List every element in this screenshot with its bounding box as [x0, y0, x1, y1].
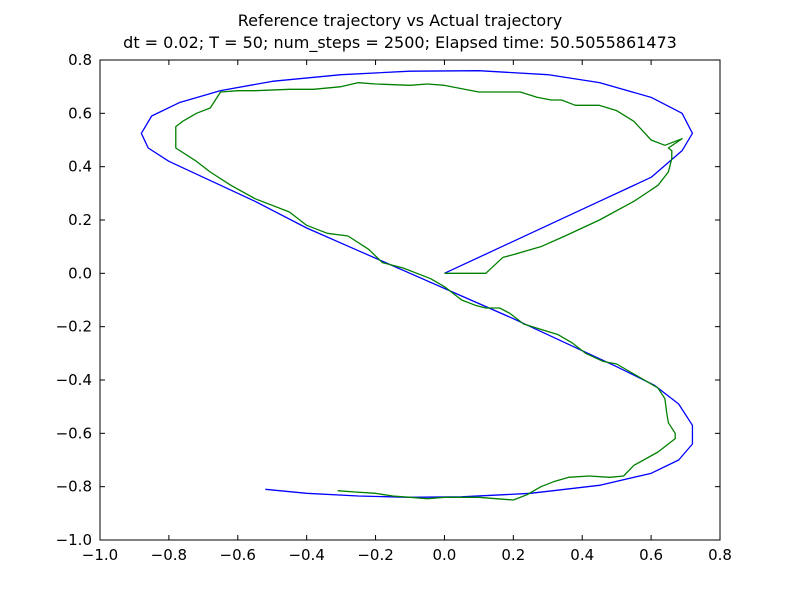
tick-layer: −1.0 −0.8 −0.6 −0.4 −0.2 0.0 0.2 0.4 0.6 0.8 −1.0 −…: [56, 51, 732, 564]
y-tick-label: −0.2: [56, 318, 92, 336]
x-tick-label: 0.8: [708, 546, 732, 564]
series-layer: [140, 70, 694, 501]
series-0-line: [140, 70, 694, 498]
chart-subtitle: dt = 0.02; T = 50; num_steps = 2500; Ela…: [123, 33, 677, 53]
y-tick-label: −0.4: [56, 371, 92, 389]
x-tick-label: −0.6: [220, 546, 256, 564]
plot-area: −1.0 −0.8 −0.6 −0.4 −0.2 0.0 0.2 0.4 0.6 0.8 −1.0 −…: [56, 51, 732, 564]
x-tick-label: 0.6: [639, 546, 663, 564]
y-tick-label: −0.6: [56, 424, 92, 442]
y-tick-label: 0.8: [68, 51, 92, 69]
y-tick-label: −1.0: [56, 531, 92, 549]
x-tick-label: −0.8: [151, 546, 187, 564]
x-tick-label: 0.0: [433, 546, 457, 564]
x-tick-label: 0.2: [501, 546, 525, 564]
x-tick-label: −0.2: [357, 546, 393, 564]
x-tick-label: −1.0: [82, 546, 118, 564]
plot-frame: [99, 59, 721, 541]
y-tick-label: 0.2: [68, 211, 92, 229]
y-tick-label: −0.8: [56, 478, 92, 496]
y-tick-label: 0.0: [68, 264, 92, 282]
chart-title: Reference trajectory vs Actual trajector…: [238, 11, 563, 30]
y-tick-label: 0.6: [68, 104, 92, 122]
x-tick-label: 0.4: [570, 546, 594, 564]
y-tick-label: 0.4: [68, 158, 92, 176]
x-tick-label: −0.4: [288, 546, 324, 564]
series-1-line: [175, 82, 683, 501]
